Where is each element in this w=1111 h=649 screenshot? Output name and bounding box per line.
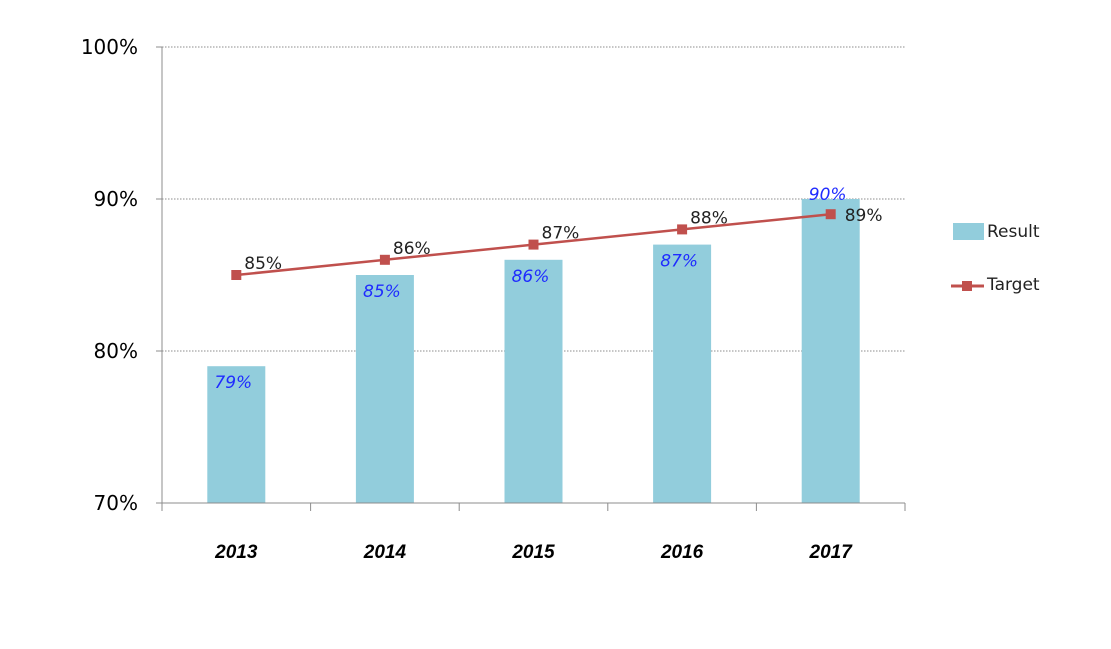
y-tick-label-80: 80%	[94, 339, 138, 363]
result-bar-2015	[504, 259, 563, 503]
target-label-2013: 85%	[244, 254, 282, 274]
result-bar-2017	[801, 199, 860, 503]
target-label-2015: 87%	[542, 224, 580, 244]
target-line	[231, 209, 836, 280]
result-label-2017: 90%	[809, 185, 847, 205]
target-data-labels: 85% 86% 87% 88% 89%	[244, 206, 882, 274]
result-bar-2013	[207, 366, 266, 503]
legend: Result Target	[951, 222, 1040, 295]
legend-result-swatch	[953, 223, 984, 240]
result-bars	[207, 199, 860, 503]
target-marker-2016	[677, 224, 688, 235]
target-label-2016: 88%	[690, 208, 728, 228]
target-label-2017: 89%	[845, 206, 883, 226]
x-tick-label-2016: 2016	[660, 542, 704, 563]
result-label-2015: 86%	[512, 267, 550, 287]
result-bar-2014	[355, 275, 414, 503]
x-tick-label-2017: 2017	[809, 542, 854, 563]
result-label-2013: 79%	[214, 373, 252, 393]
y-tick-label-100: 100%	[81, 35, 138, 59]
target-marker-2014	[379, 254, 390, 265]
y-tick-label-90: 90%	[94, 187, 138, 211]
target-label-2014: 86%	[393, 239, 431, 259]
y-tick-labels: 70% 80% 90% 100%	[81, 35, 138, 515]
x-tick-label-2013: 2013	[214, 542, 258, 563]
x-tick-labels: 2013 2014 2015 2016 2017	[214, 542, 853, 563]
legend-target-label: Target	[986, 275, 1040, 295]
target-marker-2017	[825, 209, 836, 220]
legend-target-marker	[962, 281, 972, 291]
x-tick-label-2015: 2015	[511, 542, 555, 563]
y-tick-label-70: 70%	[94, 491, 138, 515]
axes	[156, 46, 906, 511]
x-tick-label-2014: 2014	[363, 542, 407, 563]
legend-result-label: Result	[987, 222, 1040, 242]
result-bar-2016	[653, 244, 712, 503]
result-data-labels: 79% 85% 86% 87% 90%	[214, 185, 846, 393]
result-label-2016: 87%	[660, 252, 698, 272]
gridlines	[162, 46, 905, 352]
target-marker-2015	[528, 239, 539, 250]
result-label-2014: 85%	[363, 282, 401, 302]
target-marker-2013	[231, 270, 242, 280]
